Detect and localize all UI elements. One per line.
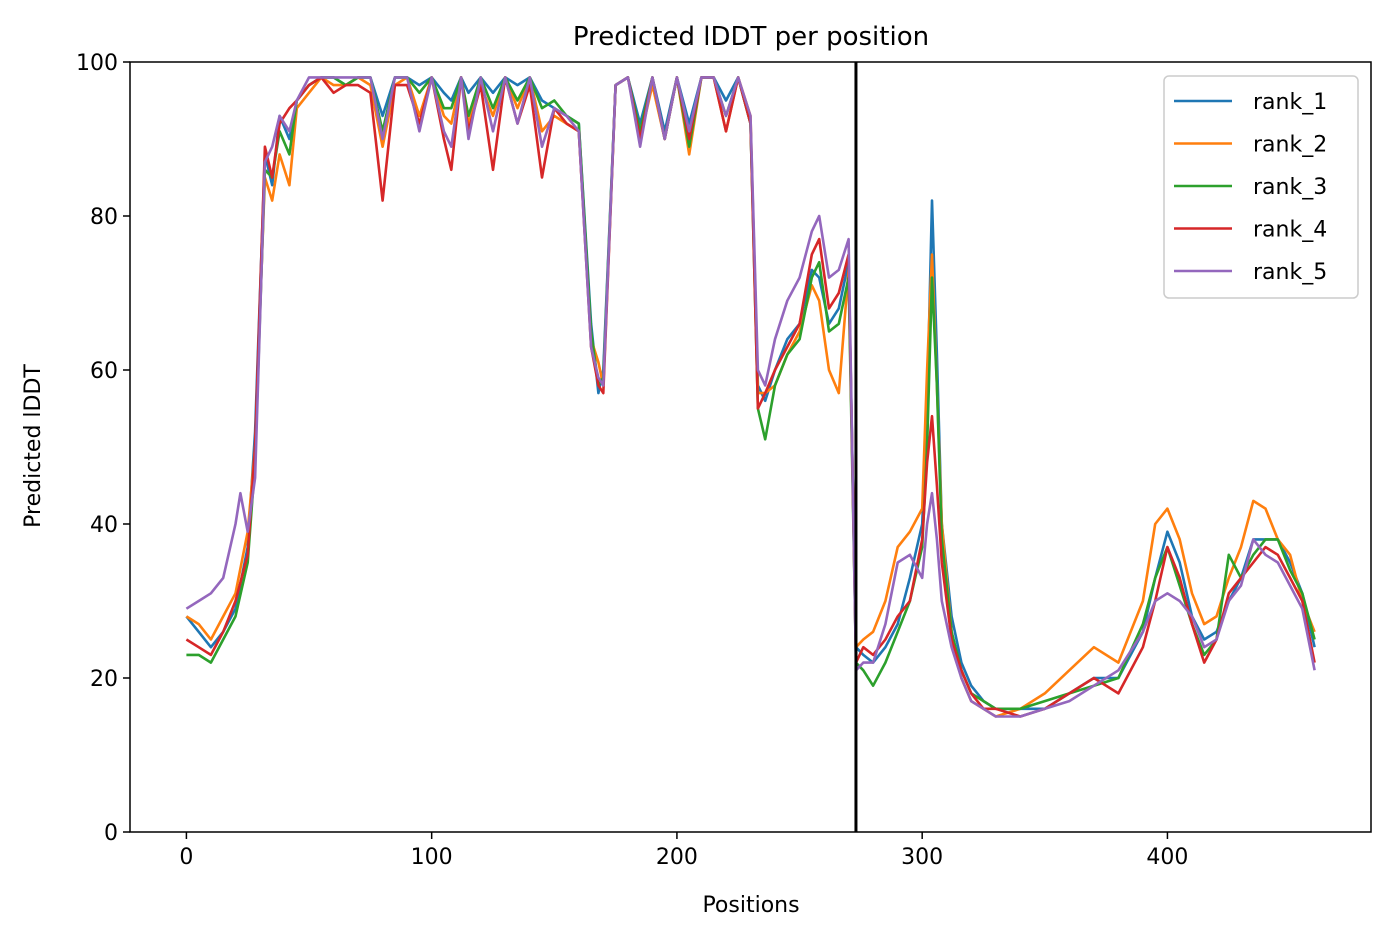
y-tick-label: 80 [90,205,118,230]
chart-title: Predicted lDDT per position [573,22,929,52]
y-axis-ticks: 0 20 40 60 80 100 [76,51,130,846]
y-tick-label: 20 [90,667,118,692]
series-line-rank_5 [185,76,1316,718]
legend: rank_1 rank_2 rank_3 rank_4 rank_5 [1163,75,1359,299]
axes-frame [129,61,1372,833]
plot-area [129,61,1372,833]
legend-label-rank_3: rank_3 [1253,175,1327,200]
y-tick-label: 60 [90,359,118,384]
series-line-rank_4 [185,76,1316,718]
x-axis-title: Positions [702,893,799,918]
x-tick-label: 300 [901,845,943,870]
y-axis-title: Predicted lDDT [21,364,46,528]
legend-label-rank_2: rank_2 [1253,133,1327,158]
x-axis-ticks: 0 100 200 300 400 [179,832,1188,870]
y-tick-label: 40 [90,513,118,538]
series-layer [185,76,1316,718]
legend-label-rank_5: rank_5 [1253,260,1327,285]
legend-label-rank_4: rank_4 [1253,218,1327,243]
x-tick-label: 200 [656,845,698,870]
x-tick-label: 400 [1146,845,1188,870]
y-tick-label: 0 [104,821,118,846]
x-tick-label: 100 [411,845,453,870]
legend-label-rank_1: rank_1 [1253,90,1327,115]
y-tick-label: 100 [76,51,118,76]
x-tick-label: 0 [179,845,193,870]
legend-box [1163,75,1359,299]
